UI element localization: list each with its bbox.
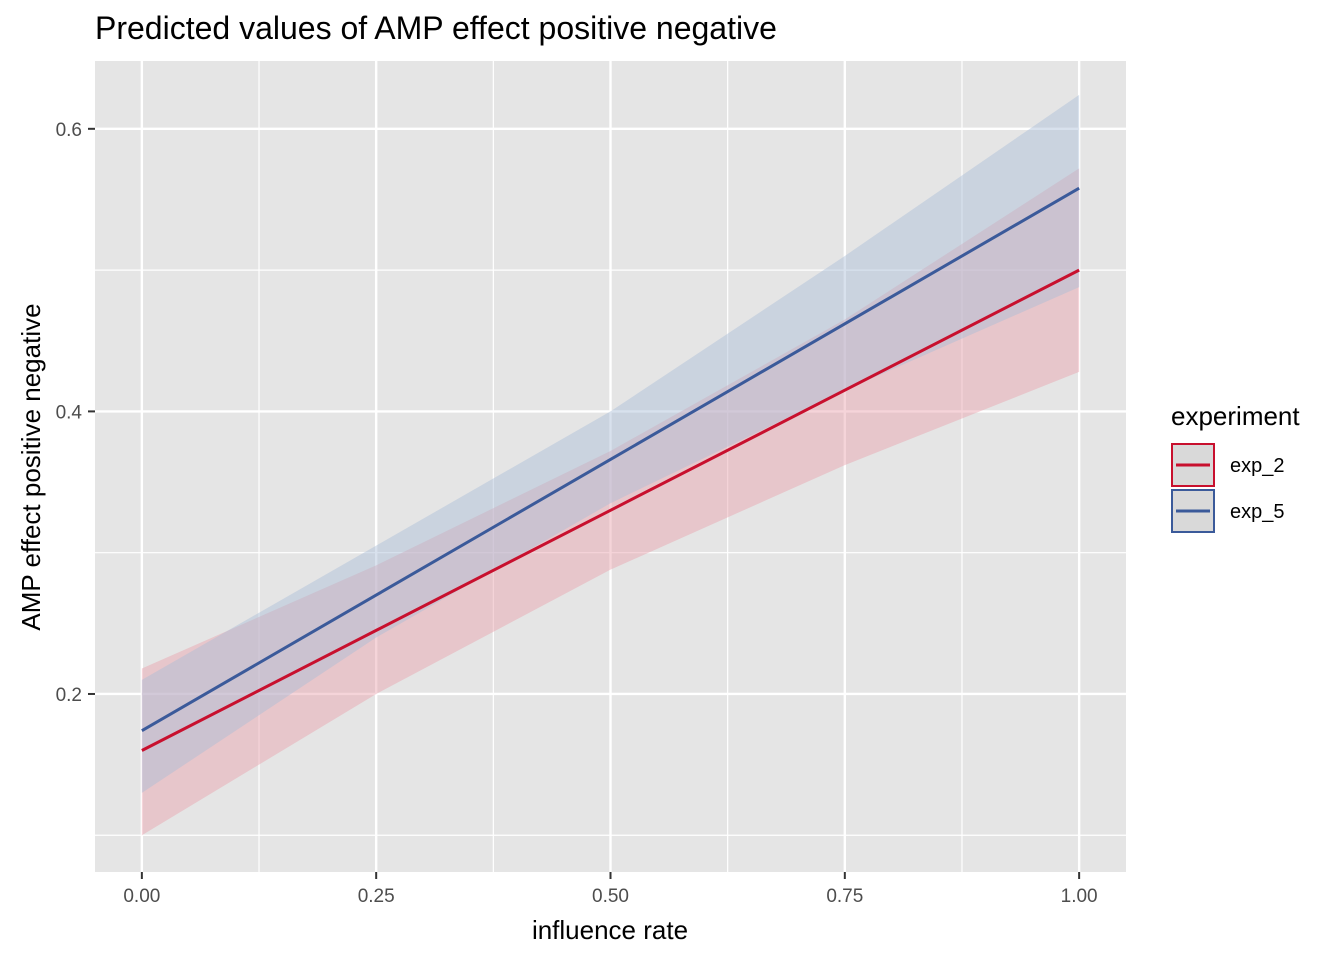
legend-label-exp_2: exp_2 [1230, 455, 1285, 477]
y-axis-label: AMP effect positive negative [16, 303, 46, 630]
legend-label-exp_5: exp_5 [1230, 501, 1285, 523]
x-tick-label: 0.00 [123, 886, 160, 907]
x-tick-label: 0.75 [826, 886, 863, 907]
legend: experiment exp_2 exp_5 [1171, 401, 1300, 533]
x-tick-label: 0.25 [358, 886, 395, 907]
chart-title: Predicted values of AMP effect positive … [95, 10, 777, 46]
y-tick-label: 0.2 [56, 685, 82, 706]
x-axis-label: influence rate [532, 915, 688, 945]
confidence-band-exp_5 [141, 94, 1080, 793]
y-tick-label: 0.4 [56, 402, 83, 423]
x-tick-label: 0.50 [592, 886, 629, 907]
grid-major [95, 61, 1126, 872]
series-line-exp_2 [141, 268, 1080, 752]
y-tick-label: 0.6 [56, 120, 82, 141]
legend-title: experiment [1171, 401, 1300, 431]
x-tick-label: 1.00 [1061, 886, 1098, 907]
series-lines [141, 186, 1080, 752]
series-line-exp_5 [141, 186, 1080, 733]
y-axis: 0.2 0.4 0.6 [56, 120, 95, 706]
confidence-band-exp_2 [141, 168, 1080, 836]
confidence-bands [141, 94, 1080, 836]
x-axis: 0.00 0.25 0.50 0.75 1.00 [123, 872, 1098, 907]
